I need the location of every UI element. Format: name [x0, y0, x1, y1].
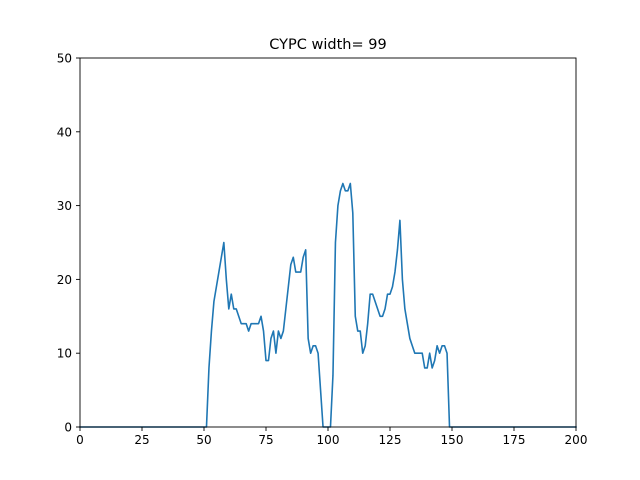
x-tick-label: 150: [441, 433, 464, 447]
y-tick-label: 50: [57, 52, 72, 66]
y-tick-label: 40: [57, 125, 72, 139]
y-tick-label: 20: [57, 273, 72, 287]
x-tick-label: 175: [503, 433, 526, 447]
series-line-0: [79, 182, 577, 428]
y-tick-label: 10: [57, 347, 72, 361]
x-tick-label: 75: [258, 433, 273, 447]
y-tick-label: 30: [57, 199, 72, 213]
chart-title: CYPC width= 99: [269, 37, 386, 53]
x-tick-label: 0: [76, 433, 84, 447]
x-tick-label: 50: [196, 433, 211, 447]
x-tick-label: 125: [379, 433, 402, 447]
x-tick-label: 100: [317, 433, 340, 447]
axes-frame: [79, 57, 577, 428]
x-tick-label: 200: [565, 433, 588, 447]
y-tick-label: 0: [64, 421, 72, 435]
x-tick-label: 25: [134, 433, 149, 447]
